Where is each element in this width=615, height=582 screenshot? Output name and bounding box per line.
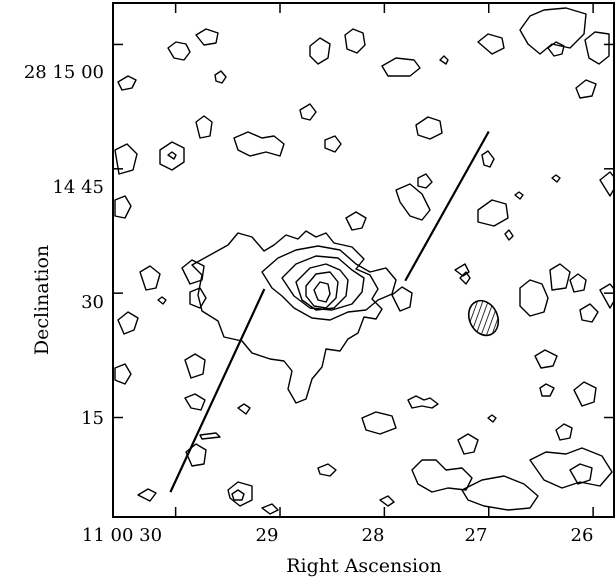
background-contours bbox=[114, 7, 614, 515]
contour-layer bbox=[114, 7, 614, 515]
x-tick-label-1: 29 bbox=[256, 525, 279, 546]
x-tick-label-0: 11 00 30 bbox=[82, 525, 162, 546]
y-tick-label-2: 30 bbox=[81, 292, 104, 313]
slit-line-2 bbox=[404, 130, 490, 282]
x-tick-label-3: 27 bbox=[465, 525, 488, 546]
y-tick-label-0: 28 15 00 bbox=[24, 62, 104, 83]
main-source-contours bbox=[191, 230, 397, 404]
x-tick-label-2: 28 bbox=[362, 525, 385, 546]
plot-frame bbox=[112, 2, 615, 518]
beam-ellipse bbox=[467, 299, 500, 337]
x-tick-label-4: 26 bbox=[571, 525, 594, 546]
y-axis-title: Declination bbox=[31, 245, 53, 355]
y-tick-label-1: 14 45 bbox=[52, 177, 104, 198]
x-axis-title: Right Ascension bbox=[286, 555, 442, 577]
slit-line-1 bbox=[169, 288, 266, 493]
y-tick-label-3: 15 bbox=[81, 408, 104, 429]
slit-lines bbox=[169, 130, 490, 493]
